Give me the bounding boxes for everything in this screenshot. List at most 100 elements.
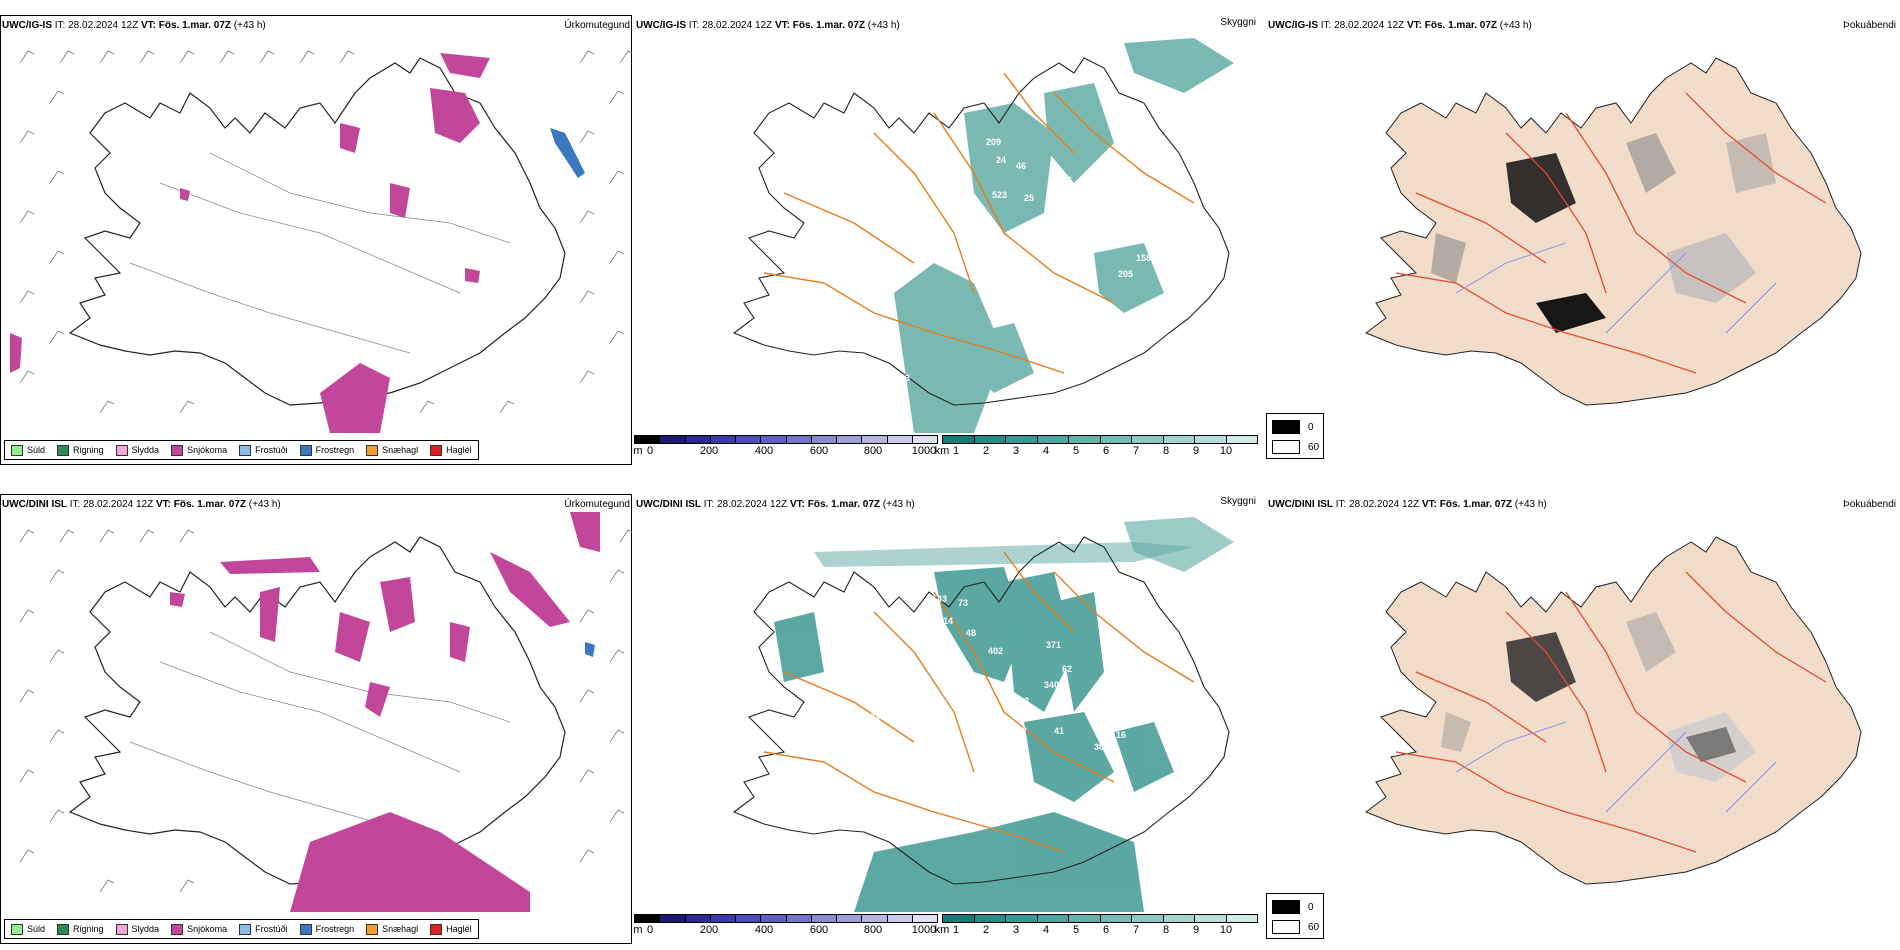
visibility-label: 46 [1016, 161, 1026, 171]
legend-label: Snæhagl [382, 924, 419, 934]
legend-label: Haglél [446, 445, 472, 455]
colorbar-swatch [685, 436, 711, 443]
precip-legend: Súld Rigning Slydda Snjókoma Frostúði Fr… [4, 440, 479, 460]
tick-label: 5 [1072, 445, 1080, 457]
tick-label: 0 [646, 445, 654, 457]
colorbar-swatch [887, 915, 913, 922]
colorbar-swatch [635, 915, 661, 922]
colorbar-swatch [761, 915, 787, 922]
panel-title: Þokuábendi [1843, 499, 1896, 510]
visibility-label: 33 [1084, 325, 1094, 335]
tick-label: 1000 [911, 445, 937, 457]
model-name: UWC/DINI ISL [1268, 499, 1333, 510]
legend-label: Súld [27, 924, 46, 934]
fog-legend-item: 60 [1272, 440, 1319, 454]
colorbar-swatch [786, 915, 812, 922]
tick-label: 400 [754, 924, 774, 936]
visibility-label: 25 [1024, 193, 1034, 203]
colorbar-unit: m [634, 445, 643, 457]
legend-item-frostudi: Frostúði [239, 923, 288, 935]
visibility-label: 73 [958, 598, 968, 608]
tick-label: 600 [809, 445, 829, 457]
colorbar-km: km 1 2 3 4 5 6 7 8 9 10 [935, 435, 1258, 458]
colorbar-swatch [1069, 436, 1101, 443]
colorbar-unit: m [634, 924, 643, 936]
model-name: UWC/DINI ISL [2, 499, 67, 510]
colorbar-swatch [1226, 436, 1257, 443]
legend-label: 0 [1308, 421, 1314, 433]
visibility-label: 209 [986, 137, 1001, 147]
legend-swatch [11, 923, 23, 935]
colorbar-swatch [1163, 915, 1195, 922]
lead-time: (+43 h) [867, 20, 900, 31]
colorbar-swatch [887, 436, 913, 443]
precip-type-panel-2: UWC/DINI ISL IT: 28.02.2024 12Z VT: Fös.… [0, 494, 634, 944]
legend-item-rigning: Rigning [57, 923, 104, 935]
colorbar-swatch [635, 436, 661, 443]
legend-item-frostudi: Frostúði [239, 444, 288, 456]
visibility-panel-2: UWC/DINI ISL IT: 28.02.2024 12Z VT: Fös.… [634, 494, 1266, 944]
panel-title: Úrkomutegund [564, 20, 630, 31]
fog-map [1365, 536, 1862, 885]
tick-label: 1 [952, 924, 960, 936]
colorbar-unit: km [934, 924, 950, 936]
fog-legend-item: 0 [1272, 900, 1314, 914]
legend-swatch [1272, 920, 1300, 934]
road-network [129, 152, 511, 354]
colorbar-swatch [710, 436, 736, 443]
precip-legend: Súld Rigning Slydda Snjókoma Frostúði Fr… [4, 919, 479, 939]
colorbar-swatch [811, 915, 837, 922]
it-label: IT: [69, 499, 81, 510]
legend-label: Frostúði [255, 924, 288, 934]
tick-label: 1 [952, 445, 960, 457]
tick-label: 3 [1012, 445, 1020, 457]
legend-label: Haglél [446, 924, 472, 934]
visibility-label: 404 [1094, 187, 1109, 197]
it-label: IT: [1335, 499, 1347, 510]
visibility-label: 867 [1012, 726, 1027, 736]
visibility-label: 401 [984, 718, 999, 728]
colorbar-swatch [943, 436, 975, 443]
vt-value: Fös. 1.mar. 07Z [1439, 499, 1513, 510]
visibility-label: 43 [900, 373, 910, 383]
wind-barbs [19, 50, 632, 414]
tick-label: 2 [982, 924, 990, 936]
tick-label: 6 [1102, 924, 1110, 936]
colorbar-swatch [1100, 436, 1132, 443]
low-visibility-areas [894, 38, 1234, 433]
freezing-rain-area [585, 642, 595, 657]
legend-swatch [299, 444, 312, 456]
colorbar-m-ticks: m 0 200 400 600 800 1000 [634, 923, 938, 937]
it-label: IT: [1320, 20, 1332, 31]
it-value: 28.02.2024 12Z [717, 499, 788, 510]
legend-label: Snjókoma [187, 445, 228, 455]
panel-title: Úrkomutegund [564, 499, 630, 510]
colorbar-swatch [1069, 915, 1101, 922]
forecast-header: UWC/IG-IS IT: 28.02.2024 12Z VT: Fös. 1.… [1268, 20, 1532, 31]
visibility-label: 158 [1136, 253, 1151, 263]
colorbar-swatch [912, 915, 937, 922]
tick-label: 9 [1192, 445, 1200, 457]
visibility-label: 347 [870, 712, 885, 722]
visibility-label: 41 [1054, 726, 1064, 736]
visibility-label: 426 [1057, 175, 1072, 185]
wind-barbs [19, 529, 632, 893]
colorbar-swatch [1037, 915, 1069, 922]
legend-swatch [239, 444, 252, 456]
legend-label: Súld [27, 445, 46, 455]
visibility-label: 166 [1064, 207, 1079, 217]
it-value: 28.02.2024 12Z [68, 20, 139, 31]
legend-label: Slydda [131, 924, 160, 934]
vt-label: VT: [1406, 20, 1422, 31]
visibility-label: 610 [956, 664, 971, 674]
legend-swatch [57, 444, 70, 456]
colorbar-swatch [685, 915, 711, 922]
legend-label: Snæhagl [382, 445, 419, 455]
colorbar-m-swatches [634, 914, 938, 923]
tick-label: 0 [646, 924, 654, 936]
legend-swatch [366, 444, 379, 456]
precip-type-panel-1: UWC/IG-IS IT: 28.02.2024 12Z VT: Fös. 1.… [0, 15, 634, 465]
legend-item-hagel: Haglél [430, 923, 472, 935]
legend-item-snjokoma: Snjókoma [171, 444, 228, 456]
it-label: IT: [703, 499, 715, 510]
